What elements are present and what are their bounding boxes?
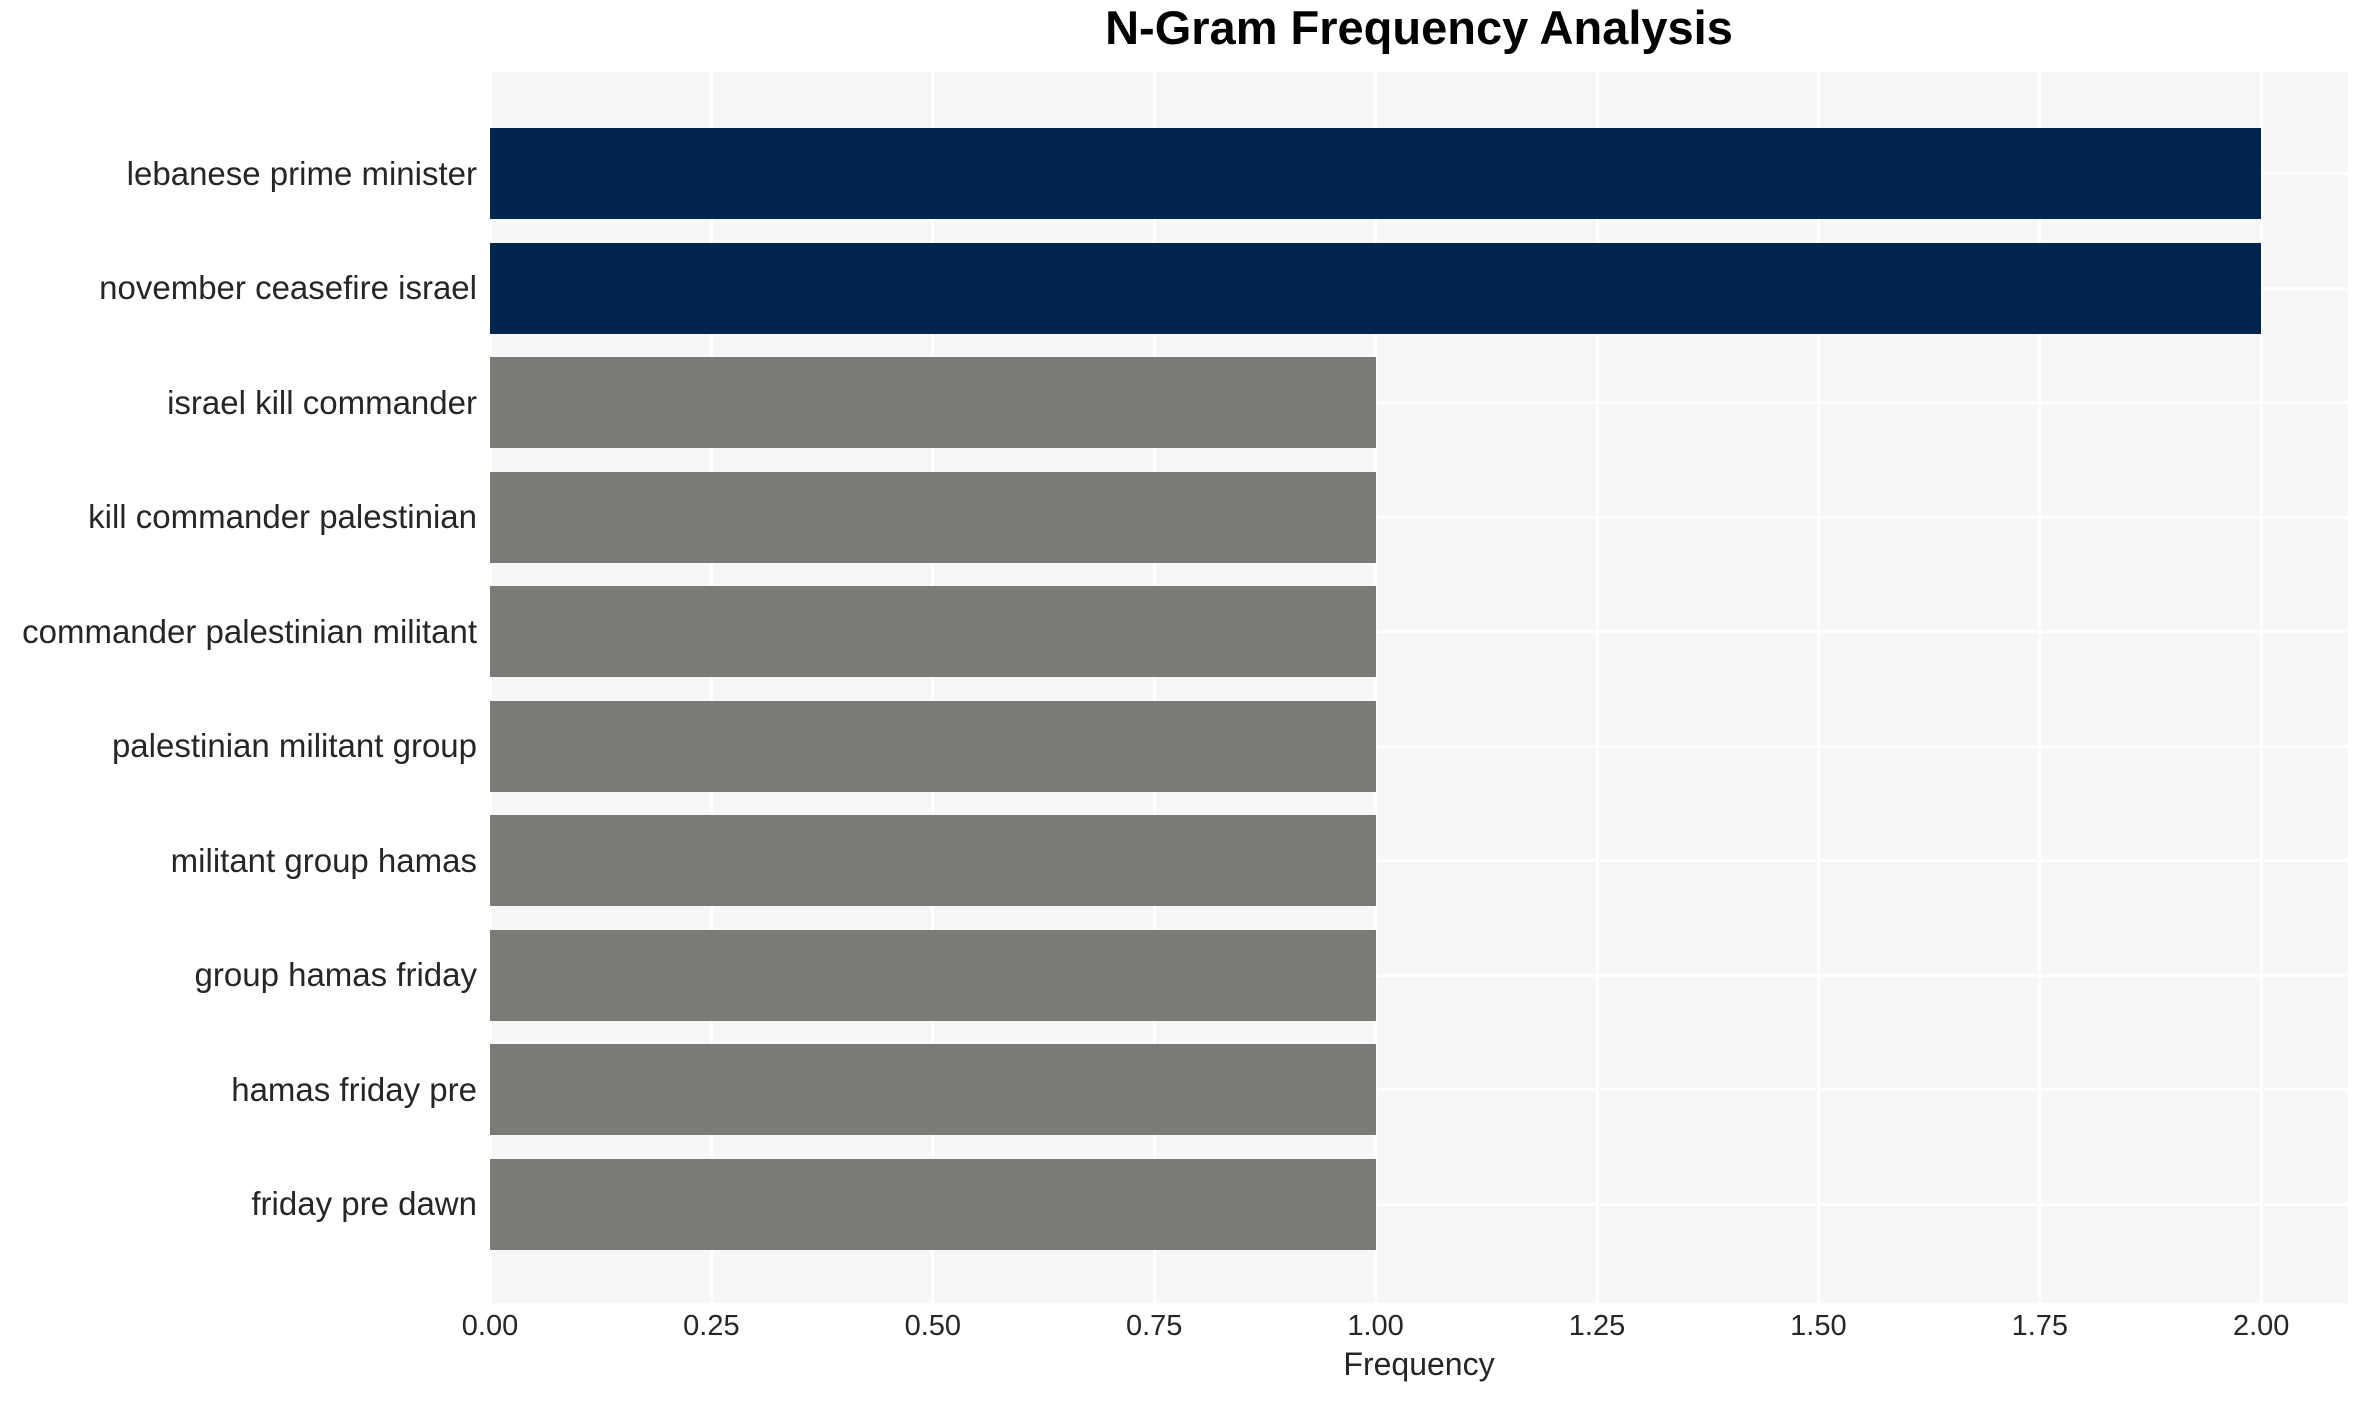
gridline-y-3 — [490, 401, 2348, 404]
x-tick-label: 0.50 — [904, 1310, 962, 1342]
y-tick-label: kill commander palestinian — [88, 498, 477, 535]
bar-commander-palestinian-militant — [490, 586, 1376, 677]
gridline-x-1.00 — [1374, 72, 1378, 1303]
plot-area — [488, 72, 2348, 1303]
y-tick-label: israel kill commander — [167, 383, 477, 421]
gridline-x-1.75 — [2038, 72, 2042, 1303]
x-tick-label: 0.75 — [1125, 1310, 1183, 1342]
x-tick-label: 1.50 — [1790, 1310, 1847, 1342]
gridline-y-9 — [490, 1088, 2348, 1091]
gridline-x-0.75 — [1152, 72, 1156, 1303]
x-tick-label: 0.25 — [683, 1310, 740, 1342]
y-tick-label: group hamas friday — [194, 956, 477, 993]
x-tick-label: 0.00 — [461, 1310, 519, 1342]
bar-friday-pre-dawn — [490, 1158, 1376, 1250]
gridline-y-10 — [490, 1202, 2348, 1206]
gridline-y-5 — [490, 630, 2348, 633]
gridline-x-0.50 — [931, 72, 935, 1303]
x-tick-label: 2.00 — [2232, 1310, 2290, 1342]
gridline-y-4 — [490, 515, 2348, 519]
gridline-x-0.25 — [709, 72, 713, 1303]
bar-lebanese-prime-minister — [490, 128, 2262, 219]
chart-title: N-Gram Frequency Analysis — [1105, 1, 1733, 54]
y-tick-label: friday pre dawn — [251, 1185, 477, 1222]
gridline-y-6 — [490, 744, 2348, 748]
gridline-x-2.00 — [2259, 72, 2263, 1303]
bar-november-ceasefire-israel — [490, 242, 2262, 334]
x-tick-label: 1.75 — [2011, 1310, 2069, 1342]
gridline-y-8 — [490, 973, 2348, 977]
x-axis-title: Frequency — [1343, 1346, 1495, 1382]
y-tick-label: november ceasefire israel — [99, 269, 477, 306]
bar-militant-group-hamas — [490, 815, 1376, 906]
bar-kill-commander-palestinian — [490, 471, 1376, 563]
bar-hamas-friday-pre — [490, 1044, 1376, 1135]
y-tick-label: lebanese prime minister — [126, 154, 477, 192]
x-tick-label: 1.00 — [1347, 1310, 1404, 1342]
gridline-y-7 — [490, 859, 2348, 862]
gridline-x-1.50 — [1816, 72, 1820, 1303]
gridline-x-1.25 — [1595, 72, 1599, 1303]
x-tick-label: 1.25 — [1568, 1310, 1626, 1342]
y-tick-label: militant group hamas — [170, 841, 477, 879]
bar-group-hamas-friday — [490, 929, 1376, 1021]
y-tick-label: commander palestinian militant — [22, 612, 477, 650]
bar-palestinian-militant-group — [490, 700, 1376, 792]
y-tick-label: hamas friday pre — [231, 1070, 477, 1108]
gridline-x-0.00 — [488, 72, 492, 1303]
y-tick-label: palestinian militant group — [111, 727, 477, 764]
bar-israel-kill-commander — [490, 357, 1376, 448]
